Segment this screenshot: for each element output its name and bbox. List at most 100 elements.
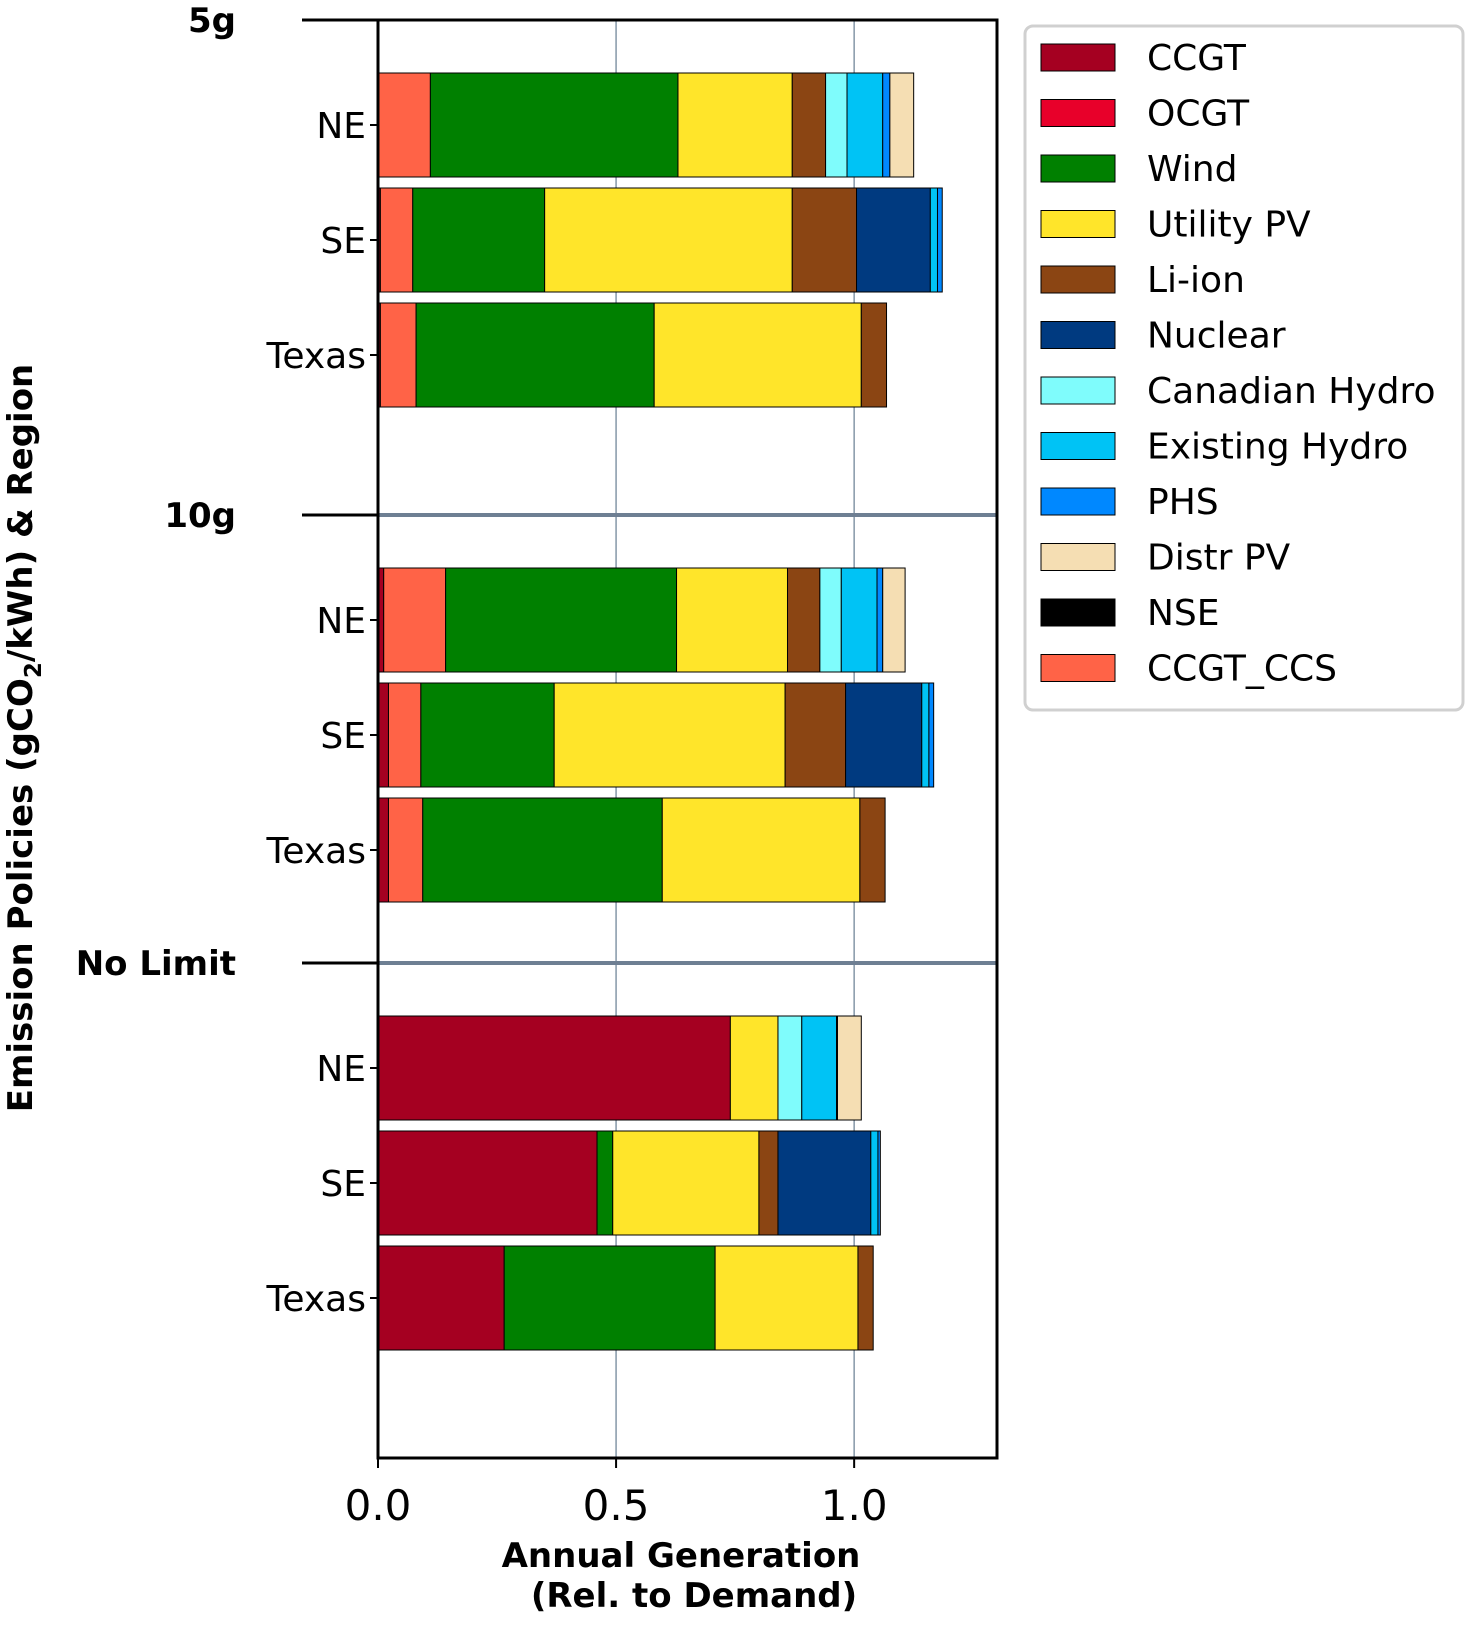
bar-no-limit-texas-wind: [503, 1245, 716, 1351]
bar-10g-texas-ccgt-ccs: [387, 797, 424, 903]
bar-10g-se-wind: [420, 682, 555, 788]
x-axis-label-line2: (Rel. to Demand): [531, 1576, 857, 1616]
bar-no-limit-se-nuclear: [777, 1130, 872, 1236]
legend-swatch-nuclear: [1040, 321, 1116, 349]
legend-swatch-ocgt: [1040, 99, 1116, 127]
legend-label-nse: NSE: [1147, 593, 1220, 634]
legend-swatch-existing-hydro: [1040, 432, 1116, 460]
bar-10g-ne-utility-pv: [676, 567, 788, 673]
bar-no-limit-ne-utility-pv: [729, 1015, 779, 1121]
legend-label-distr-pv: Distr PV: [1147, 538, 1291, 579]
legend-label-phs: PHS: [1147, 482, 1219, 523]
y-tick-label-5g-ne: NE: [316, 106, 366, 147]
y-axis-label: Emission Policies (gCO2/kWh) & Region: [1, 364, 47, 1113]
x-tick-label-1-0: 1.0: [821, 1481, 888, 1530]
y-tick-label-10g-texas: Texas: [265, 831, 366, 872]
bar-5g-se-existing-hydro: [929, 187, 938, 293]
bar-no-limit-ne-ccgt: [377, 1015, 731, 1121]
bar-no-limit-se-phs: [877, 1130, 881, 1236]
legend-label-ccgt: CCGT: [1147, 38, 1247, 79]
bar-10g-ne-ccgt-ccs: [383, 567, 447, 673]
bar-10g-se-existing-hydro: [921, 682, 930, 788]
bar-5g-ne-wind: [429, 72, 679, 178]
bar-5g-se-phs: [936, 187, 943, 293]
axes-layer: 5g 10g No Limit NE SE Texas NE SE Texas NE SE Texas…: [76, 1, 999, 1530]
y-tick-label-5g-se: SE: [320, 221, 366, 262]
group-label-no-limit: No Limit: [76, 944, 236, 984]
bar-5g-texas-ccgt-ccs: [379, 302, 417, 408]
bar-no-limit-se-ccgt: [377, 1130, 598, 1236]
bar-10g-texas-wind: [422, 797, 663, 903]
legend-swatch-nse: [1040, 598, 1116, 627]
legend-swatch-distr-pv: [1040, 543, 1116, 571]
group-label-10g: 10g: [164, 496, 236, 536]
bar-no-limit-texas-ccgt: [377, 1245, 505, 1351]
bar-5g-ne-phs: [882, 72, 891, 178]
bar-10g-ne-li-ion: [786, 567, 821, 673]
bar-no-limit-ne-distr-pv: [836, 1015, 862, 1121]
legend-label-nuclear: Nuclear: [1147, 316, 1286, 357]
legend-swatch-phs: [1040, 487, 1116, 516]
legend-swatch-ccgt: [1040, 43, 1116, 72]
group-label-5g: 5g: [188, 1, 236, 41]
x-tick-label-0-0: 0.0: [345, 1481, 412, 1530]
bar-5g-se-wind: [412, 187, 546, 293]
bar-10g-ne-existing-hydro: [840, 567, 878, 673]
bar-10g-ne-distr-pv: [882, 567, 906, 673]
bar-no-limit-ne-existing-hydro: [801, 1015, 838, 1121]
legend: CCGT OCGT Wind Utility PV Li-ion Nuclear Canad…: [1023, 24, 1465, 712]
legend-label-ocgt: OCGT: [1147, 94, 1250, 135]
bar-no-limit-se-utility-pv: [612, 1130, 760, 1236]
y-tick-label-5g-texas: Texas: [265, 336, 366, 377]
bar-no-limit-ne-canadian-hydro: [777, 1015, 803, 1121]
bar-10g-se-ccgt: [377, 682, 389, 788]
bar-5g-se-utility-pv: [544, 187, 793, 293]
y-tick-label-no-limit-se: SE: [320, 1164, 366, 1205]
bar-5g-se-ccgt-ccs: [379, 187, 414, 293]
bar-5g-texas-wind: [415, 302, 655, 408]
bar-10g-texas-ccgt: [377, 797, 389, 903]
bar-5g-ne-utility-pv: [677, 72, 793, 178]
bar-5g-ne-existing-hydro: [846, 72, 884, 178]
legend-label-li-ion: Li-ion: [1147, 260, 1245, 301]
bars-layer: [377, 72, 943, 1351]
bar-no-limit-texas-utility-pv: [714, 1245, 859, 1351]
legend-frame: [1023, 24, 1465, 712]
x-axis-label-line1: Annual Generation: [502, 1536, 861, 1576]
bar-10g-se-phs: [928, 682, 935, 788]
y-tick-label-no-limit-texas: Texas: [265, 1279, 366, 1320]
bar-no-limit-se-li-ion: [758, 1130, 779, 1236]
plot-frame: [376, 18, 999, 1460]
legend-swatch-utility-pv: [1040, 210, 1116, 238]
legend-label-utility-pv: Utility PV: [1147, 205, 1311, 246]
bar-10g-ne-wind: [445, 567, 678, 673]
y-tick-label-10g-ne: NE: [316, 601, 366, 642]
bar-no-limit-se-existing-hydro: [870, 1130, 879, 1236]
bar-5g-ne-distr-pv: [889, 72, 915, 178]
bar-10g-se-ccgt-ccs: [387, 682, 422, 788]
bar-10g-se-li-ion: [784, 682, 847, 788]
legend-swatch-wind: [1040, 154, 1116, 183]
bar-10g-texas-utility-pv: [661, 797, 861, 903]
legend-swatch-li-ion: [1040, 265, 1116, 294]
legend-label-wind: Wind: [1147, 149, 1237, 190]
bar-10g-ne-canadian-hydro: [819, 567, 842, 673]
x-tick-label-0-5: 0.5: [583, 1481, 650, 1530]
y-tick-label-no-limit-ne: NE: [316, 1049, 366, 1090]
bar-5g-ne-ccgt-ccs: [377, 72, 431, 178]
legend-label-canadian-hydro: Canadian Hydro: [1147, 371, 1436, 412]
legend-label-ccgt-ccs: CCGT_CCS: [1147, 649, 1337, 690]
legend-swatch-ccgt-ccs: [1040, 654, 1116, 682]
bar-5g-se-li-ion: [791, 187, 858, 293]
bar-10g-ne-phs: [876, 567, 884, 673]
bar-no-limit-texas-li-ion: [857, 1245, 874, 1351]
bar-no-limit-se-wind: [596, 1130, 614, 1236]
bar-10g-se-nuclear: [845, 682, 923, 788]
y-tick-label-10g-se: SE: [320, 716, 366, 757]
bar-10g-se-utility-pv: [553, 682, 786, 788]
bar-5g-texas-li-ion: [860, 302, 888, 408]
legend-label-existing-hydro: Existing Hydro: [1147, 427, 1408, 468]
bar-5g-se-nuclear: [856, 187, 931, 293]
